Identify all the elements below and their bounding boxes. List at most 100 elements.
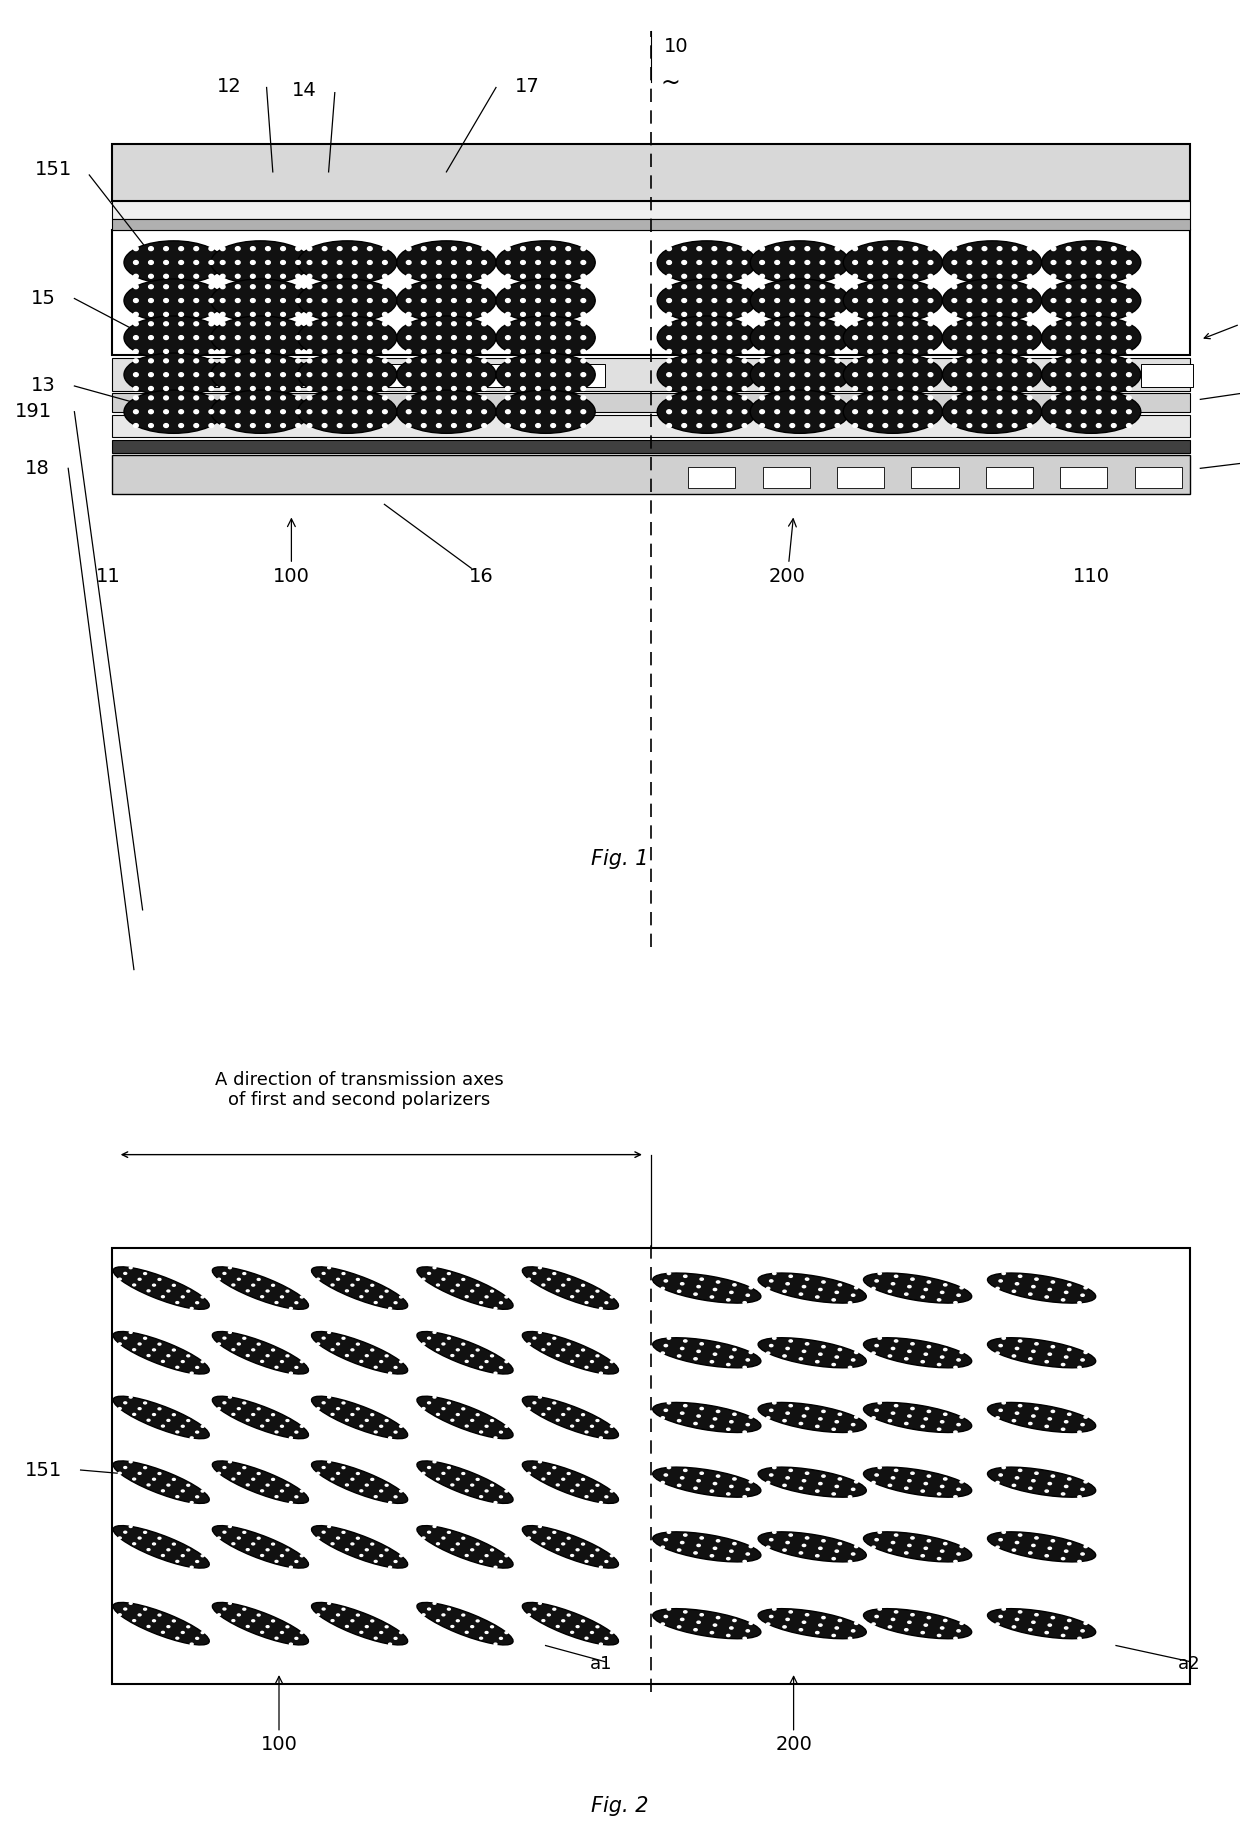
Circle shape <box>223 1531 226 1533</box>
Circle shape <box>727 1492 730 1494</box>
Circle shape <box>582 1478 584 1480</box>
Circle shape <box>1061 1492 1065 1494</box>
Circle shape <box>260 1632 264 1634</box>
Circle shape <box>816 1360 818 1362</box>
Circle shape <box>711 1296 713 1298</box>
Circle shape <box>367 285 372 289</box>
Circle shape <box>667 373 671 377</box>
Circle shape <box>129 1461 133 1463</box>
Circle shape <box>210 423 213 428</box>
Circle shape <box>221 261 224 265</box>
Circle shape <box>236 322 241 325</box>
Circle shape <box>713 1288 717 1290</box>
Circle shape <box>179 386 184 390</box>
Circle shape <box>1111 336 1116 340</box>
Circle shape <box>570 1491 574 1492</box>
Circle shape <box>308 246 311 250</box>
Circle shape <box>957 1553 960 1555</box>
Circle shape <box>388 1566 392 1568</box>
Circle shape <box>521 349 526 353</box>
Circle shape <box>913 373 918 377</box>
Circle shape <box>1081 274 1086 278</box>
Circle shape <box>677 1355 681 1356</box>
Circle shape <box>295 1366 298 1367</box>
Circle shape <box>585 1638 588 1639</box>
Circle shape <box>322 246 327 250</box>
Circle shape <box>280 373 285 377</box>
Circle shape <box>982 261 987 265</box>
Circle shape <box>466 410 471 414</box>
Circle shape <box>770 1410 773 1412</box>
Circle shape <box>436 1478 439 1480</box>
Circle shape <box>883 246 888 250</box>
Circle shape <box>551 285 556 289</box>
Circle shape <box>536 322 541 325</box>
Circle shape <box>1028 285 1032 289</box>
Circle shape <box>157 1614 161 1616</box>
Circle shape <box>677 1627 681 1628</box>
Circle shape <box>605 1496 608 1498</box>
Circle shape <box>937 1428 941 1430</box>
Circle shape <box>1081 246 1086 250</box>
Circle shape <box>138 1537 141 1538</box>
Circle shape <box>275 1366 278 1367</box>
Circle shape <box>1045 1424 1048 1428</box>
Circle shape <box>538 1526 542 1527</box>
Circle shape <box>605 1560 608 1562</box>
Circle shape <box>331 1413 334 1415</box>
Circle shape <box>1081 1358 1084 1360</box>
Circle shape <box>201 1296 205 1298</box>
Bar <box>112 230 1190 355</box>
Circle shape <box>1052 1281 1054 1283</box>
Circle shape <box>352 298 357 303</box>
Circle shape <box>682 298 687 303</box>
Circle shape <box>838 1542 842 1544</box>
Circle shape <box>337 395 342 401</box>
Circle shape <box>527 1277 531 1279</box>
Circle shape <box>286 1290 289 1292</box>
Text: 11: 11 <box>95 566 120 586</box>
Circle shape <box>521 358 526 362</box>
Ellipse shape <box>843 390 942 434</box>
Circle shape <box>661 1287 665 1290</box>
Circle shape <box>717 1345 719 1347</box>
Circle shape <box>1066 373 1071 377</box>
Ellipse shape <box>522 1266 619 1309</box>
Circle shape <box>407 285 410 289</box>
Circle shape <box>743 386 746 390</box>
Circle shape <box>878 1336 882 1340</box>
Circle shape <box>500 1560 502 1562</box>
Circle shape <box>124 1272 126 1274</box>
Circle shape <box>868 285 873 289</box>
Circle shape <box>506 274 510 278</box>
Circle shape <box>883 358 888 362</box>
Circle shape <box>118 1277 122 1279</box>
Circle shape <box>957 1489 960 1491</box>
Circle shape <box>153 1285 155 1287</box>
Circle shape <box>1066 285 1071 289</box>
Circle shape <box>346 1419 348 1421</box>
Circle shape <box>407 423 410 428</box>
Circle shape <box>854 1351 858 1353</box>
Circle shape <box>221 373 224 377</box>
Circle shape <box>853 358 857 362</box>
Circle shape <box>1084 1351 1087 1353</box>
Circle shape <box>322 1608 325 1610</box>
Circle shape <box>428 1272 430 1274</box>
Circle shape <box>148 1549 150 1551</box>
Circle shape <box>172 1619 175 1621</box>
Circle shape <box>482 322 486 325</box>
Circle shape <box>506 349 510 353</box>
Circle shape <box>193 358 198 362</box>
Circle shape <box>952 410 956 414</box>
Circle shape <box>816 1555 818 1557</box>
Circle shape <box>610 1360 614 1362</box>
Circle shape <box>289 1437 293 1439</box>
Circle shape <box>1018 1535 1022 1537</box>
Circle shape <box>711 1491 713 1492</box>
Circle shape <box>331 1349 334 1351</box>
Circle shape <box>743 336 746 340</box>
Circle shape <box>466 386 471 390</box>
Circle shape <box>1028 336 1032 340</box>
Circle shape <box>196 1366 198 1367</box>
